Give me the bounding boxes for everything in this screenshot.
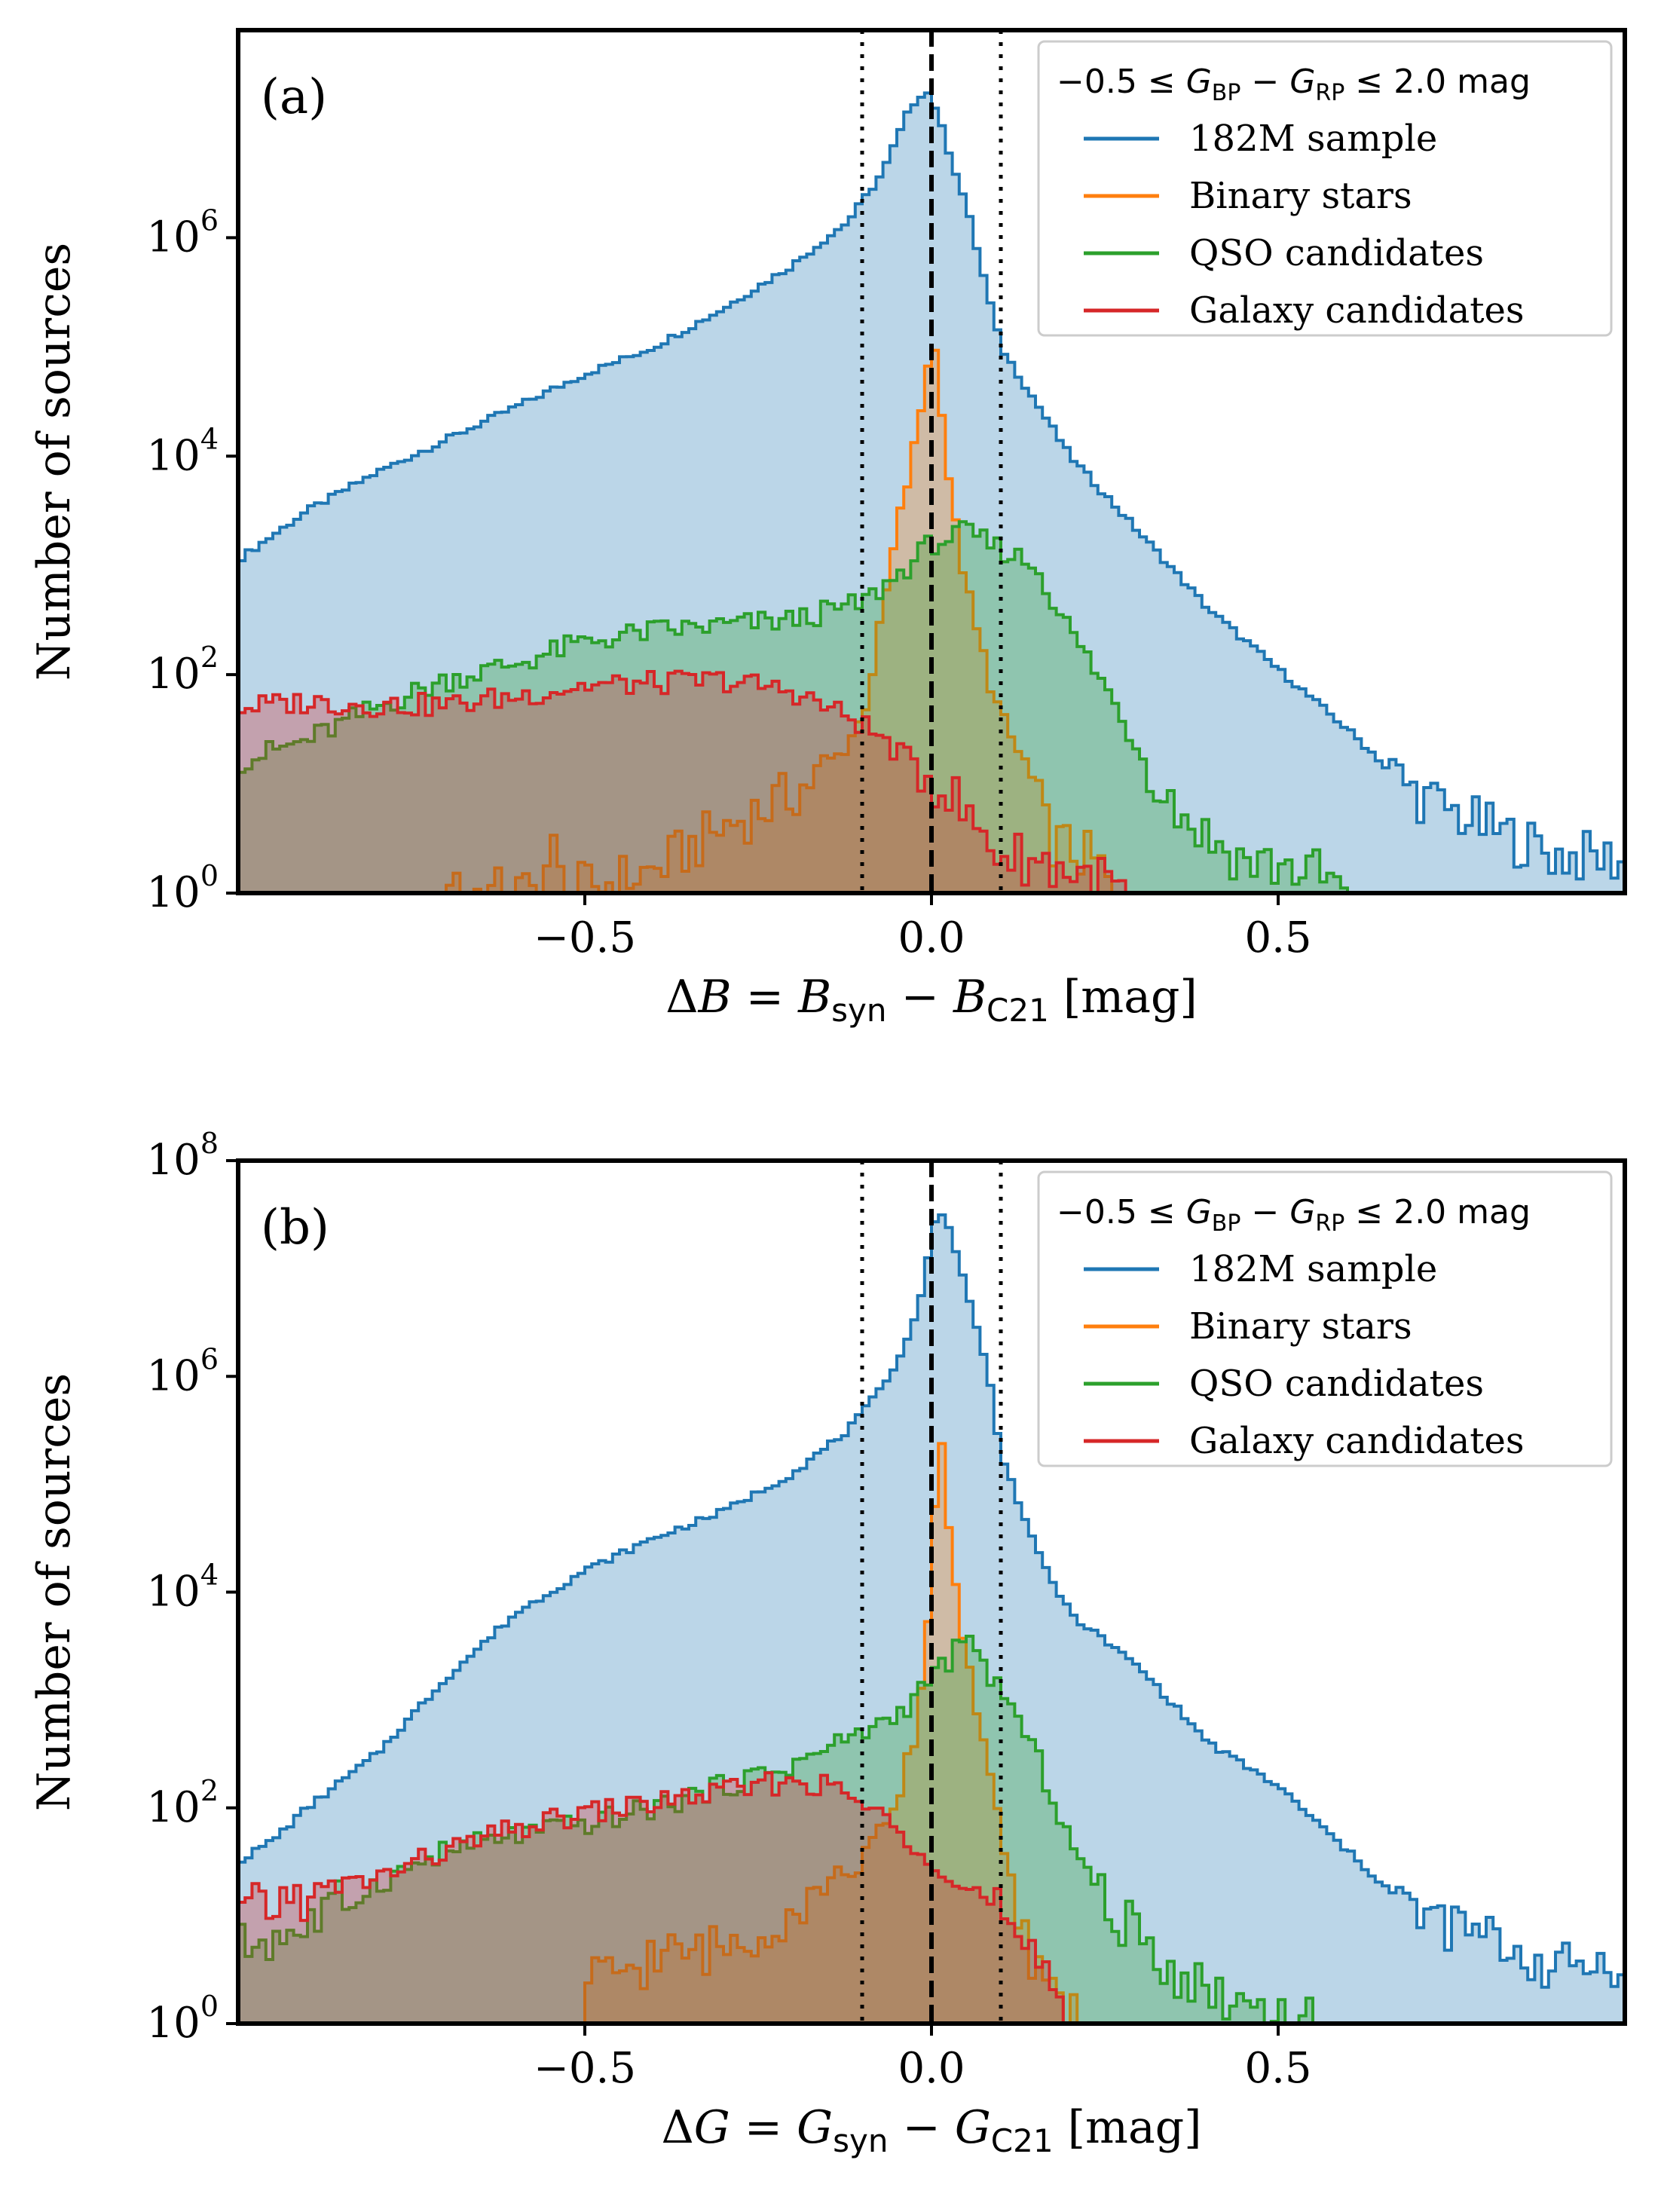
legend-entry: Galaxy candidates bbox=[1189, 1420, 1525, 1462]
series-binary bbox=[445, 348, 1114, 893]
y-tick-label: 106 bbox=[147, 1342, 219, 1400]
y-tick-label: 106 bbox=[147, 203, 219, 262]
x-tick-label: −0.5 bbox=[534, 913, 636, 962]
x-axis-label: ΔG = Gsyn − GC21 [mag] bbox=[661, 2101, 1201, 2159]
panel-label: (a) bbox=[261, 69, 327, 125]
series-fill bbox=[238, 1636, 1313, 2024]
series-fill bbox=[238, 1773, 1070, 2024]
legend-entry: QSO candidates bbox=[1189, 232, 1484, 274]
legend-box bbox=[1037, 40, 1613, 337]
series-line bbox=[445, 348, 1114, 893]
series-qso bbox=[238, 520, 1349, 893]
y-tick-label: 102 bbox=[147, 641, 219, 699]
y-axis-label: Number of sources bbox=[28, 1373, 81, 1811]
x-axis-label: ΔB = Bsyn − BC21 [mag] bbox=[665, 971, 1198, 1029]
plot-area bbox=[238, 1161, 1625, 2024]
y-tick-label: 100 bbox=[147, 859, 219, 917]
legend-title: −0.5 ≤ GBP − GRP ≤ 2.0 mag bbox=[1057, 63, 1531, 106]
legend-title: −0.5 ≤ GBP − GRP ≤ 2.0 mag bbox=[1057, 1193, 1531, 1237]
y-axis-label: Number of sources bbox=[28, 243, 81, 681]
x-tick-label: −0.5 bbox=[534, 2044, 636, 2093]
series-binary bbox=[583, 1442, 1079, 2024]
y-tick-label: 100 bbox=[147, 1990, 219, 2048]
y-tick-label: 102 bbox=[147, 1774, 219, 1832]
chart-panel-b: −0.5 0.0 0.5 100 102 104 106 108 ΔG = Gsyn − GC2… bbox=[28, 1127, 1627, 2159]
series-fill bbox=[446, 350, 1112, 893]
chart-panel-a: −0.5 0.0 0.5 100 102 104 106 ΔB = Bsyn − BC21 [… bbox=[28, 28, 1627, 1029]
y-tick-label: 104 bbox=[147, 1559, 219, 1617]
x-tick-label: 0.5 bbox=[1244, 2044, 1311, 2093]
series-galaxy bbox=[238, 669, 1127, 893]
legend: −0.5 ≤ GBP − GRP ≤ 2.0 mag 182M sample Bin… bbox=[1037, 1170, 1613, 1467]
series-line bbox=[238, 669, 1127, 893]
x-tick-label: 0.0 bbox=[898, 2044, 965, 2093]
y-tick-label: 104 bbox=[147, 422, 219, 480]
plot-area bbox=[238, 30, 1625, 893]
legend-entry: Galaxy candidates bbox=[1189, 289, 1525, 332]
legend-entry: 182M sample bbox=[1189, 1248, 1437, 1290]
series-line bbox=[583, 1442, 1079, 2024]
legend-entry: Binary stars bbox=[1189, 1305, 1412, 1348]
legend: −0.5 ≤ GBP − GRP ≤ 2.0 mag 182M sample Bin… bbox=[1037, 40, 1613, 337]
panel-label: (b) bbox=[261, 1200, 329, 1256]
series-fill bbox=[238, 522, 1347, 893]
legend-entry: QSO candidates bbox=[1189, 1363, 1484, 1405]
y-tick-label: 108 bbox=[147, 1127, 219, 1185]
legend-entry: 182M sample bbox=[1189, 118, 1437, 160]
legend-entry: Binary stars bbox=[1189, 175, 1412, 217]
series-line bbox=[238, 520, 1349, 893]
x-tick-label: 0.5 bbox=[1244, 913, 1311, 962]
series-fill bbox=[238, 671, 1126, 893]
series-fill bbox=[585, 1443, 1078, 2024]
legend-box bbox=[1037, 1170, 1613, 1467]
x-tick-label: 0.0 bbox=[898, 913, 965, 962]
